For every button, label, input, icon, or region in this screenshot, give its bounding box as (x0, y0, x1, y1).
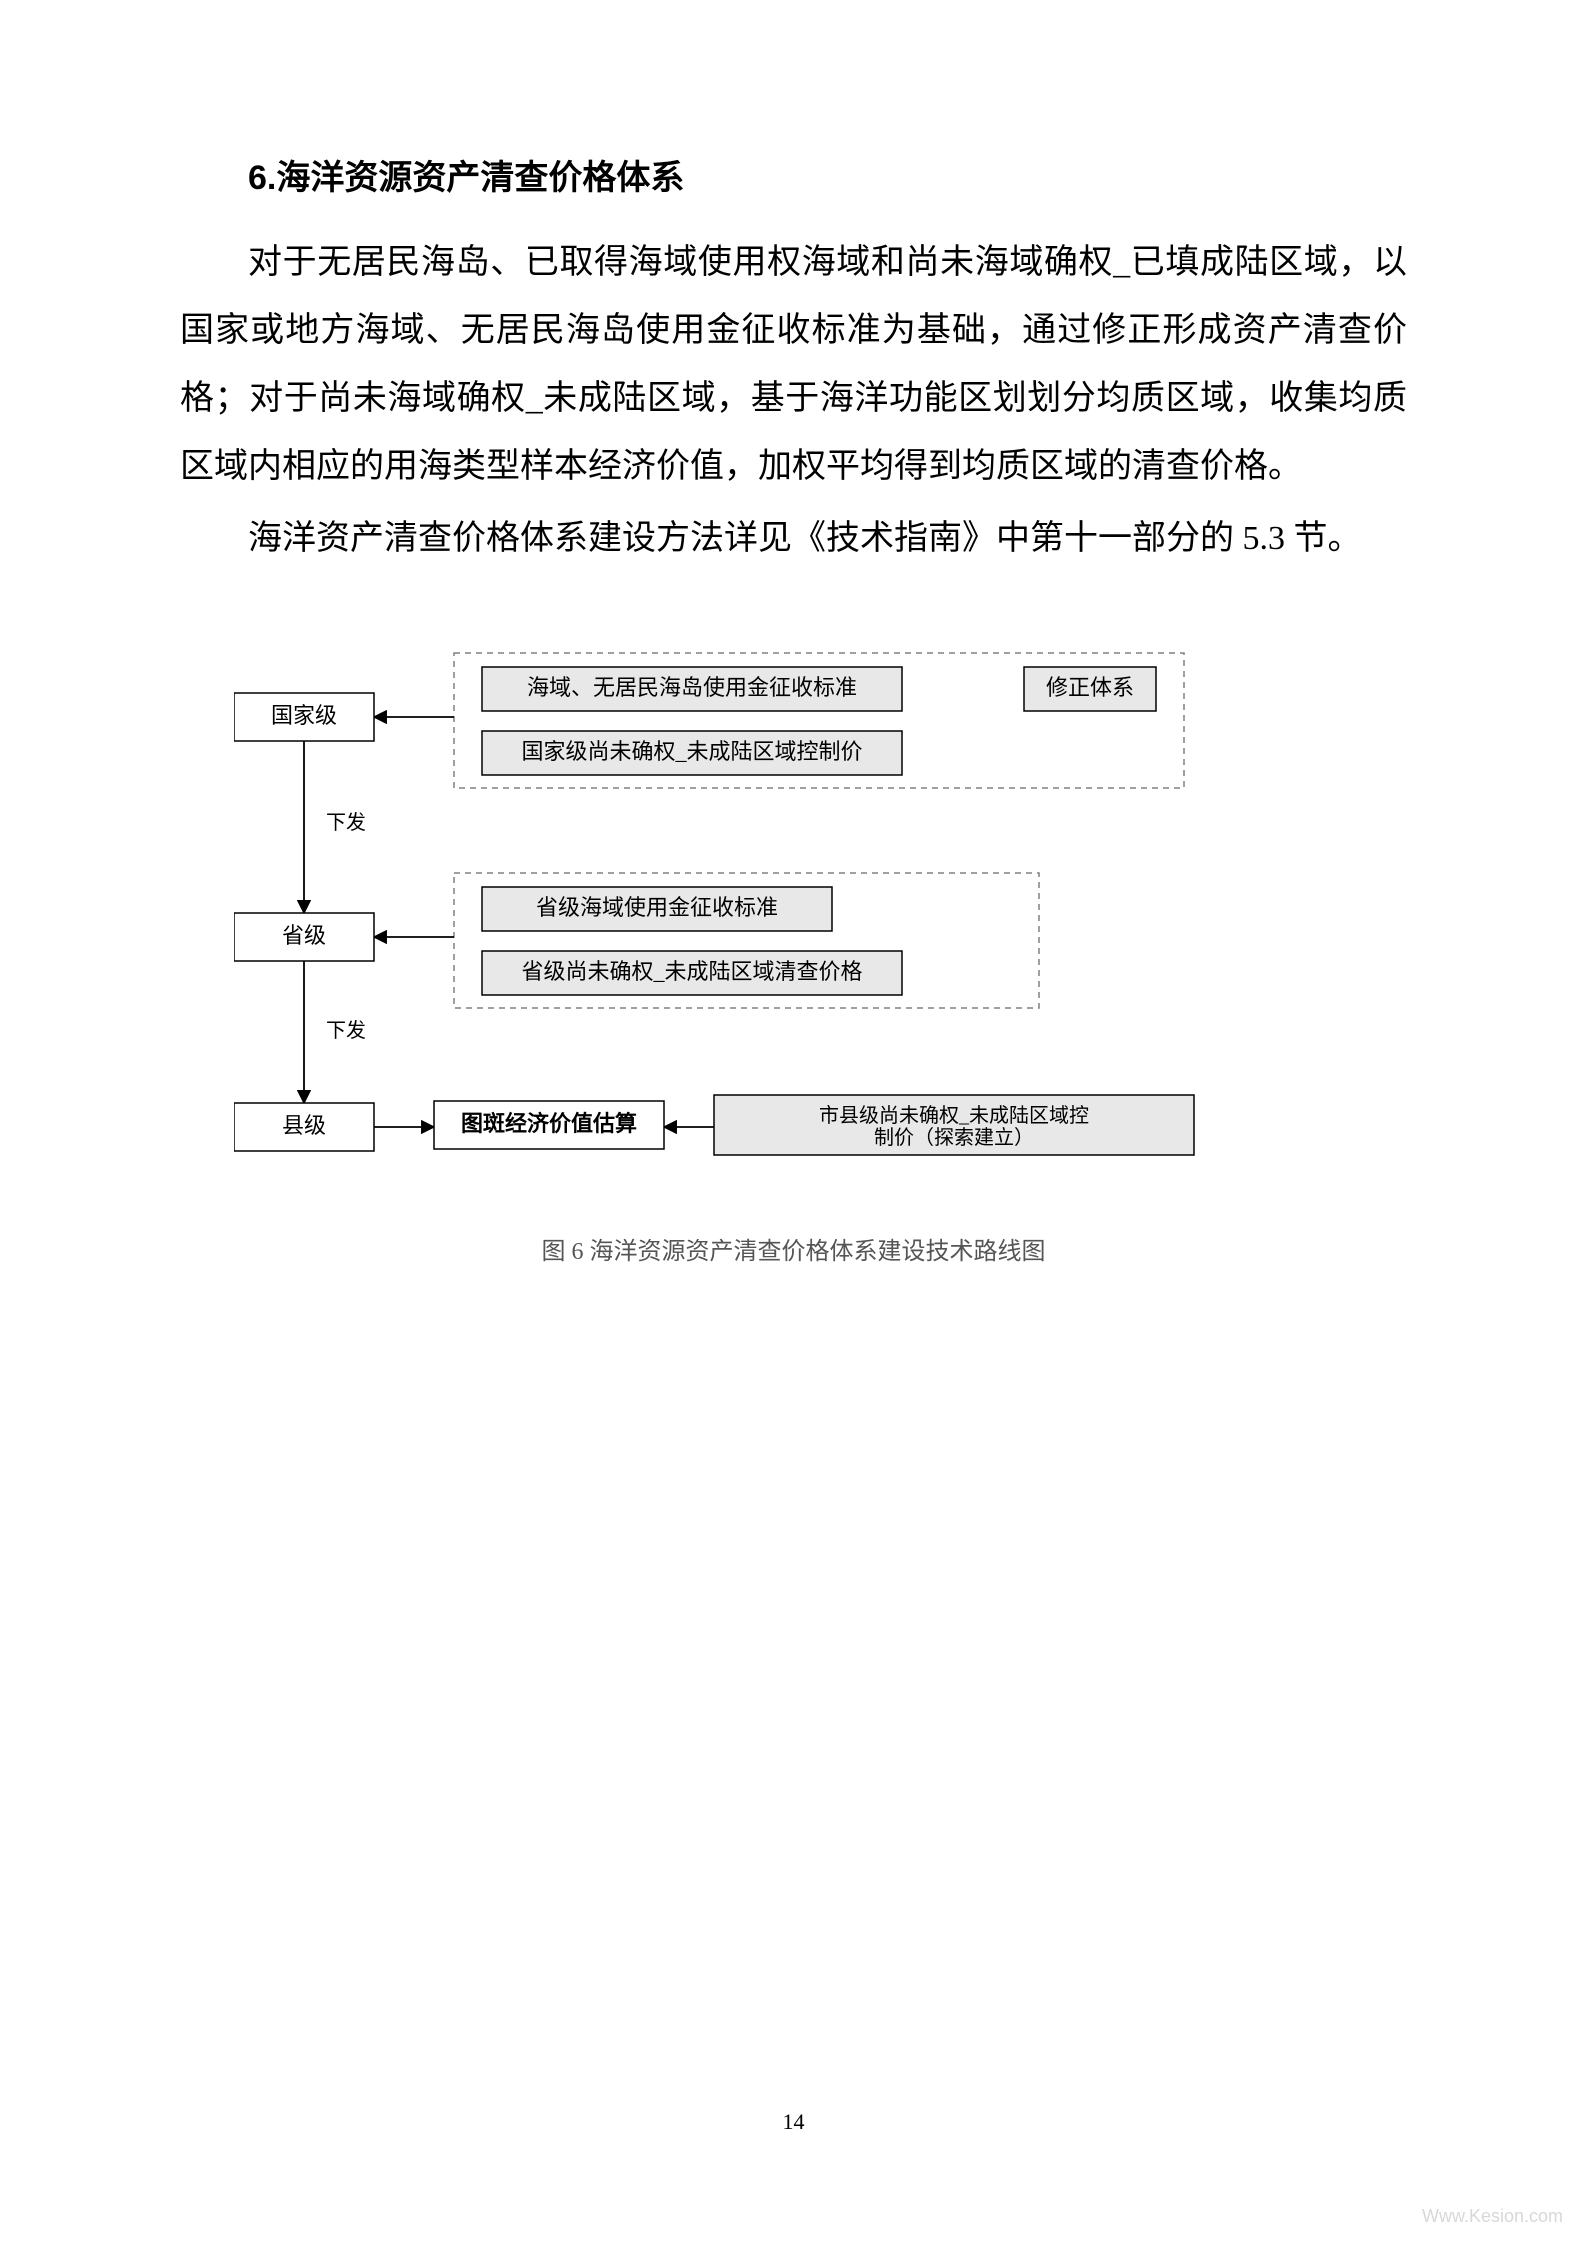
figure-caption: 图 6 海洋资源资产清查价格体系建设技术路线图 (542, 1231, 1046, 1266)
page-number: 14 (0, 2109, 1587, 2135)
svg-text:下发: 下发 (326, 811, 366, 834)
svg-text:海域、无居民海岛使用金征收标准: 海域、无居民海岛使用金征收标准 (526, 675, 856, 700)
paragraph-1: 对于无居民海岛、已取得海域使用权海域和尚未海域确权_已填成陆区域，以国家或地方海… (180, 229, 1407, 501)
svg-text:修正体系: 修正体系 (1045, 675, 1133, 700)
svg-text:省级尚未确权_未成陆区域清查价格: 省级尚未确权_未成陆区域清查价格 (521, 959, 862, 984)
paragraph-2: 海洋资产清查价格体系建设方法详见《技术指南》中第十一部分的 5.3 节。 (180, 505, 1407, 573)
svg-text:省级: 省级 (281, 923, 325, 948)
svg-text:县级: 县级 (281, 1113, 325, 1138)
flowchart: 下发下发国家级省级县级海域、无居民海岛使用金征收标准修正体系国家级尚未确权_未成… (234, 633, 1354, 1213)
section-heading: 6.海洋资源资产清查价格体系 (180, 150, 1407, 199)
svg-text:图斑经济价值估算: 图斑经济价值估算 (460, 1111, 636, 1136)
watermark: Www.Kesion.com (1422, 2206, 1563, 2227)
svg-text:下发: 下发 (326, 1019, 366, 1042)
diagram-container: 下发下发国家级省级县级海域、无居民海岛使用金征收标准修正体系国家级尚未确权_未成… (180, 633, 1407, 1266)
svg-text:国家级: 国家级 (270, 703, 336, 728)
svg-text:省级海域使用金征收标准: 省级海域使用金征收标准 (535, 895, 777, 920)
svg-text:国家级尚未确权_未成陆区域控制价: 国家级尚未确权_未成陆区域控制价 (521, 739, 862, 764)
